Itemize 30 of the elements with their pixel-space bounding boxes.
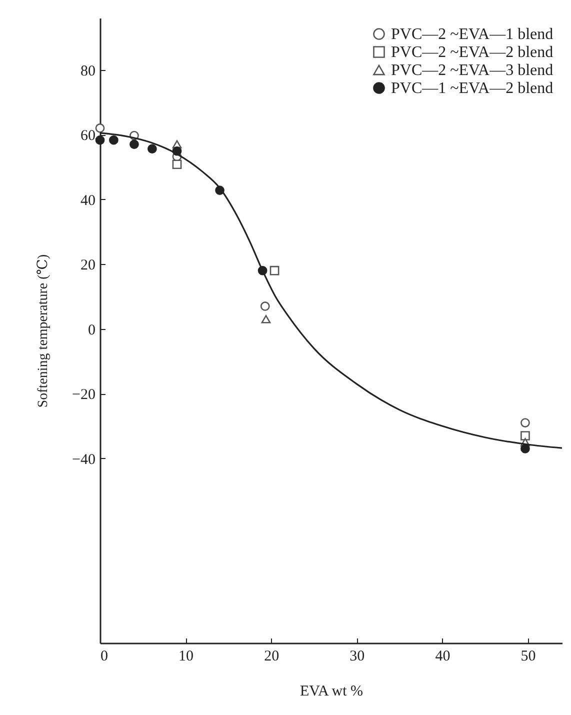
x-axis-title: EVA wt % bbox=[300, 684, 364, 700]
x-tick-label: 20 bbox=[264, 648, 280, 664]
point bbox=[520, 431, 530, 440]
y-tick-label: −20 bbox=[72, 387, 96, 404]
point bbox=[130, 140, 139, 149]
point bbox=[95, 123, 105, 133]
legend-label: PVC—2 ~EVA—3 blend bbox=[391, 62, 554, 79]
point bbox=[260, 302, 270, 311]
x-tick-label: 50 bbox=[520, 648, 536, 664]
point bbox=[172, 160, 182, 170]
y-tick-label: 40 bbox=[80, 192, 96, 209]
x-tick-label: 0 bbox=[100, 648, 108, 664]
legend-label: PVC—2 ~EVA—2 blend bbox=[391, 44, 554, 61]
point bbox=[148, 144, 157, 154]
x-tick-label: 10 bbox=[178, 648, 194, 664]
point bbox=[270, 266, 280, 276]
legend-label: PVC—2 ~EVA—1 blend bbox=[391, 26, 554, 43]
legend-label: PVC—1 ~EVA—2 blend bbox=[391, 80, 554, 97]
point bbox=[109, 135, 118, 145]
y-tick-label: 60 bbox=[80, 128, 96, 144]
point bbox=[520, 418, 530, 428]
y-axis-title: Softening temperature (℃) bbox=[36, 254, 52, 408]
y-tick-label: 0 bbox=[88, 322, 96, 338]
y-tick-label: 20 bbox=[80, 258, 96, 274]
x-tick-label: 40 bbox=[435, 648, 450, 664]
y-tick-label: 80 bbox=[80, 63, 96, 80]
x-tick-label: 30 bbox=[350, 648, 365, 664]
point bbox=[261, 315, 271, 324]
y-tick-label: −40 bbox=[72, 452, 96, 468]
point bbox=[520, 444, 530, 454]
